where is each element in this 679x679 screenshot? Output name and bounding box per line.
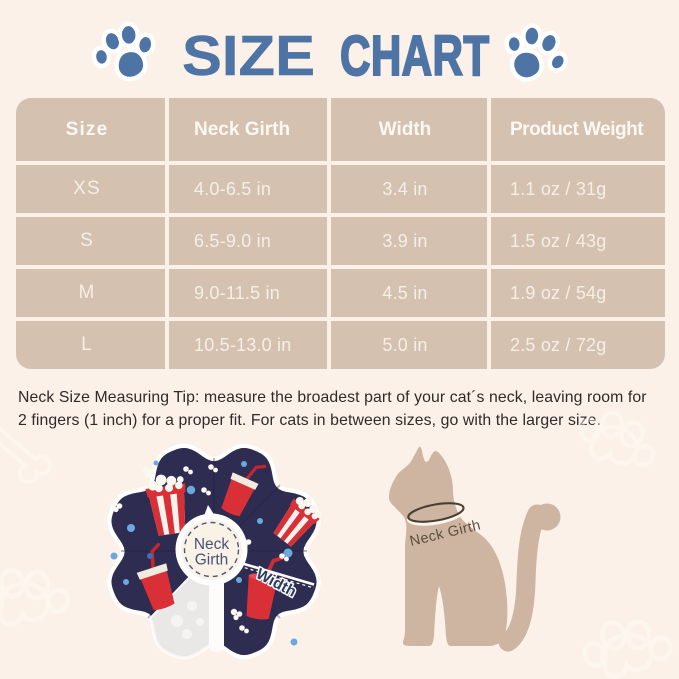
svg-text:Neck: Neck	[194, 536, 230, 553]
svg-text:Girth: Girth	[195, 552, 229, 569]
